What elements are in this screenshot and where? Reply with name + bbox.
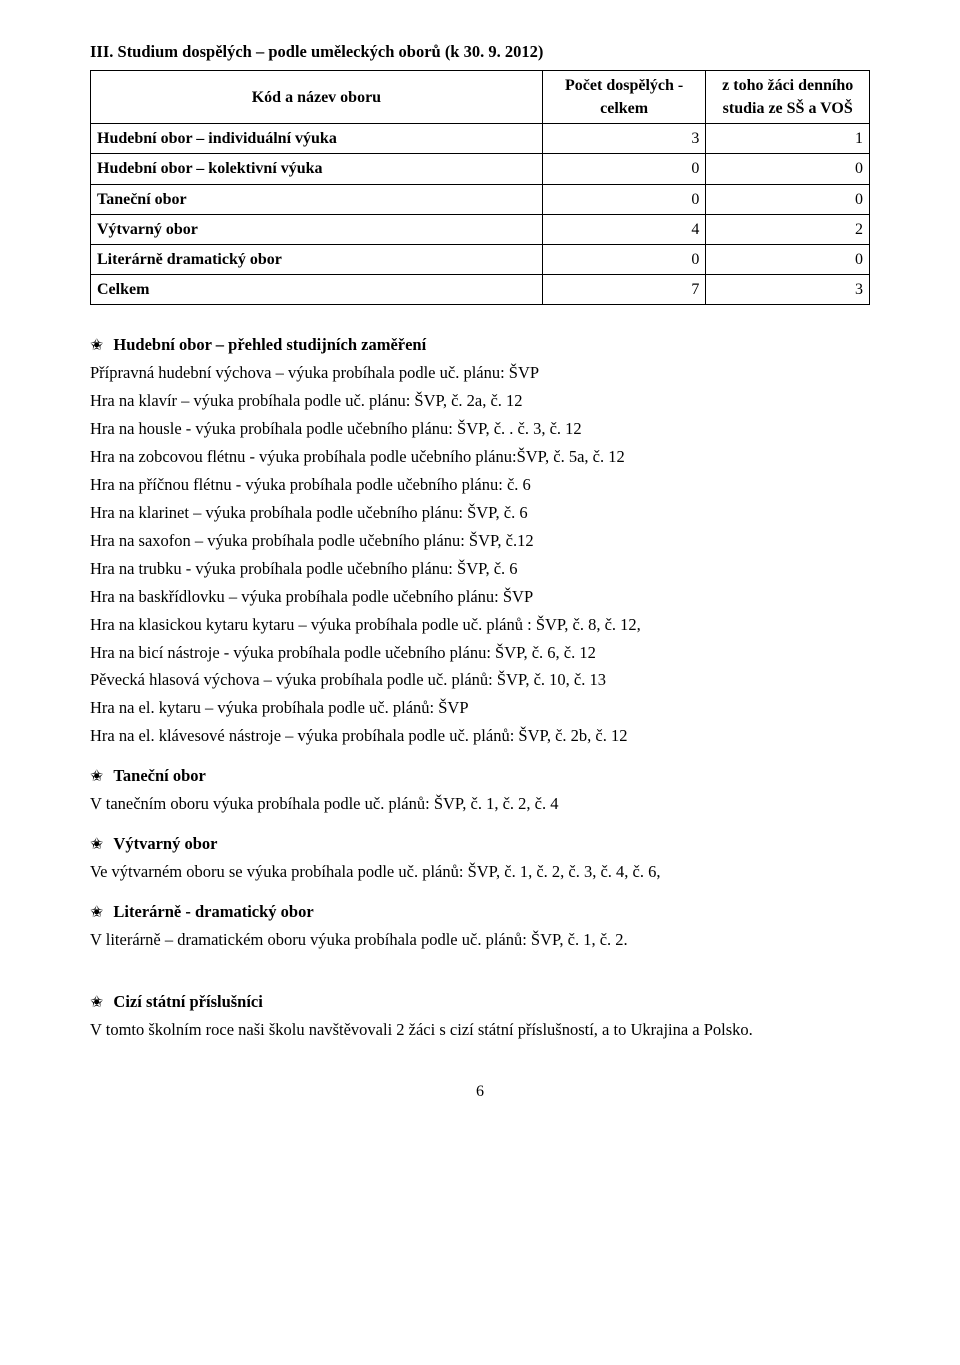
table-header: z toho žáci denního studia ze SŠ a VOŠ bbox=[706, 70, 870, 123]
row-value: 0 bbox=[542, 184, 706, 214]
content-line: Hra na el. klávesové nástroje – výuka pr… bbox=[90, 724, 870, 748]
row-value: 0 bbox=[542, 245, 706, 275]
row-label: Literárně dramatický obor bbox=[91, 245, 543, 275]
subsection-vytvarny: ✬ Výtvarný obor bbox=[90, 832, 870, 856]
row-value: 3 bbox=[542, 124, 706, 154]
row-value: 1 bbox=[706, 124, 870, 154]
row-label: Hudební obor – kolektivní výuka bbox=[91, 154, 543, 184]
row-value: 2 bbox=[706, 214, 870, 244]
row-value: 0 bbox=[542, 154, 706, 184]
table-header: Počet dospělých - celkem bbox=[542, 70, 706, 123]
content-line: Hra na baskřídlovku – výuka probíhala po… bbox=[90, 585, 870, 609]
subsection-title: Literárně - dramatický obor bbox=[113, 900, 313, 924]
row-value: 0 bbox=[706, 154, 870, 184]
row-label: Výtvarný obor bbox=[91, 214, 543, 244]
row-value: 3 bbox=[706, 275, 870, 305]
subsection-tanecni: ✬ Taneční obor bbox=[90, 764, 870, 788]
content-line: Hra na bicí nástroje - výuka probíhala p… bbox=[90, 641, 870, 665]
content-line: Hra na zobcovou flétnu - výuka probíhala… bbox=[90, 445, 870, 469]
row-value: 0 bbox=[706, 184, 870, 214]
subsection-title: Cizí státní příslušníci bbox=[113, 990, 262, 1014]
table-header: Kód a název oboru bbox=[91, 70, 543, 123]
row-value: 7 bbox=[542, 275, 706, 305]
content-line: Hra na klavír – výuka probíhala podle uč… bbox=[90, 389, 870, 413]
table-row: Taneční obor 0 0 bbox=[91, 184, 870, 214]
subsection-title: Hudební obor – přehled studijních zaměře… bbox=[113, 333, 426, 357]
content-line: V tomto školním roce naši školu navštěvo… bbox=[90, 1018, 870, 1042]
row-value: 4 bbox=[542, 214, 706, 244]
star-icon: ✬ bbox=[90, 837, 103, 853]
table-row: Hudební obor – kolektivní výuka 0 0 bbox=[91, 154, 870, 184]
row-label: Hudební obor – individuální výuka bbox=[91, 124, 543, 154]
content-line: Hra na el. kytaru – výuka probíhala podl… bbox=[90, 696, 870, 720]
section-heading: III. Studium dospělých – podle uměleckýc… bbox=[90, 40, 870, 64]
row-value: 0 bbox=[706, 245, 870, 275]
subsection-hudebni: ✬ Hudební obor – přehled studijních zamě… bbox=[90, 333, 870, 357]
content-line: Hra na saxofon – výuka probíhala podle u… bbox=[90, 529, 870, 553]
star-icon: ✬ bbox=[90, 769, 103, 785]
row-label: Taneční obor bbox=[91, 184, 543, 214]
table-row: Celkem 7 3 bbox=[91, 275, 870, 305]
row-label: Celkem bbox=[91, 275, 543, 305]
content-line: Ve výtvarném oboru se výuka probíhala po… bbox=[90, 860, 870, 884]
content-line: Hra na klarinet – výuka probíhala podle … bbox=[90, 501, 870, 525]
subsection-title: Výtvarný obor bbox=[113, 832, 217, 856]
star-icon: ✬ bbox=[90, 338, 103, 354]
table-row: Hudební obor – individuální výuka 3 1 bbox=[91, 124, 870, 154]
subsection-cizi: ✬ Cizí státní příslušníci bbox=[90, 990, 870, 1014]
content-line: V tanečním oboru výuka probíhala podle u… bbox=[90, 792, 870, 816]
content-line: Hra na housle - výuka probíhala podle uč… bbox=[90, 417, 870, 441]
content-line: Přípravná hudební výchova – výuka probíh… bbox=[90, 361, 870, 385]
subsection-title: Taneční obor bbox=[113, 764, 205, 788]
star-icon: ✬ bbox=[90, 905, 103, 921]
content-line: Hra na klasickou kytaru kytaru – výuka p… bbox=[90, 613, 870, 637]
subsection-literarne: ✬ Literárně - dramatický obor bbox=[90, 900, 870, 924]
table-row: Literárně dramatický obor 0 0 bbox=[91, 245, 870, 275]
star-icon: ✬ bbox=[90, 995, 103, 1011]
content-line: Hra na příčnou flétnu - výuka probíhala … bbox=[90, 473, 870, 497]
content-line: Pěvecká hlasová výchova – výuka probíhal… bbox=[90, 668, 870, 692]
data-table: Kód a název oboru Počet dospělých - celk… bbox=[90, 70, 870, 306]
table-row: Výtvarný obor 4 2 bbox=[91, 214, 870, 244]
content-line: V literárně – dramatickém oboru výuka pr… bbox=[90, 928, 870, 952]
content-line: Hra na trubku - výuka probíhala podle uč… bbox=[90, 557, 870, 581]
page-number: 6 bbox=[90, 1080, 870, 1103]
